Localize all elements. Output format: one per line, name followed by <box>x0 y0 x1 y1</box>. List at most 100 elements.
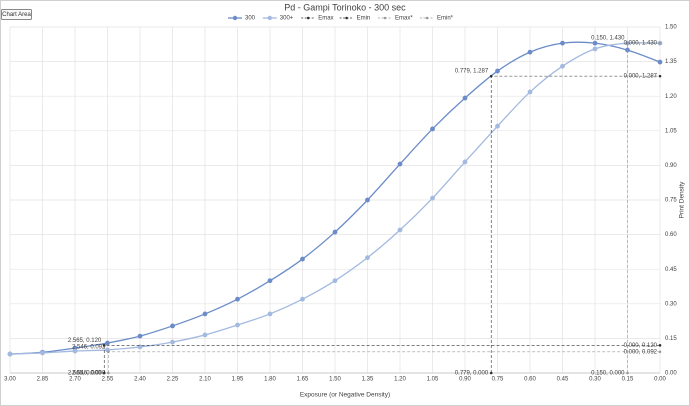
legend-label: 300+ <box>280 16 294 22</box>
marker <box>397 161 403 167</box>
marker <box>592 46 598 52</box>
marker <box>658 344 662 347</box>
x-tick-label: 2.10 <box>199 377 211 383</box>
marker <box>462 159 468 165</box>
x-tick-label: 2.85 <box>37 377 49 383</box>
legend-marker <box>425 16 429 20</box>
data-label: 0.779, 0.000 <box>455 371 489 377</box>
data-label: 0.000, 1.430 <box>624 41 658 47</box>
marker <box>235 322 240 328</box>
marker <box>560 63 565 69</box>
y-tick-label: 1.20 <box>665 94 677 100</box>
x-tick-label: 0.45 <box>557 377 569 383</box>
legend-label: Emax* <box>395 16 413 22</box>
marker <box>657 59 663 65</box>
tooltip-box <box>1 9 32 20</box>
marker <box>527 89 533 95</box>
marker <box>170 323 175 329</box>
legend-label: Emin* <box>437 16 454 22</box>
legend-marker <box>232 15 238 21</box>
marker <box>72 348 78 354</box>
marker <box>658 350 662 354</box>
legend-label: 300 <box>245 16 256 22</box>
x-tick-label: 0.60 <box>524 377 536 383</box>
y-tick-label: 1.50 <box>665 25 677 31</box>
data-label: 0.779, 1.287 <box>455 69 489 75</box>
y-tick-label: 1.35 <box>665 59 677 65</box>
marker <box>592 40 598 46</box>
data-label: 0.150, 0.000 <box>591 371 625 377</box>
tooltip: Chart Area <box>1 9 32 20</box>
marker <box>658 74 662 78</box>
marker <box>105 340 110 346</box>
marker <box>102 344 106 347</box>
x-axis-title: Exposure (or Negative Density) <box>300 392 390 399</box>
data-label: 0.000, 1.287 <box>624 74 658 80</box>
marker <box>489 371 493 375</box>
marker <box>365 255 370 261</box>
marker <box>397 227 403 233</box>
data-label: 2.565, 0.000 <box>68 371 102 377</box>
x-tick-label: 3.00 <box>4 377 16 383</box>
marker <box>489 74 493 78</box>
marker <box>102 371 106 375</box>
marker <box>137 333 143 339</box>
y-tick-label: 1.05 <box>665 128 677 134</box>
x-tick-label: 1.80 <box>264 377 276 383</box>
legend-marker <box>383 16 387 20</box>
data-label: 0.000, 0.120 <box>624 343 658 349</box>
x-tick-label: 0.90 <box>459 377 471 383</box>
marker <box>658 41 662 45</box>
x-tick-label: 1.35 <box>362 377 374 383</box>
x-tick-label: 0.00 <box>654 377 666 383</box>
x-tick-label: 1.50 <box>329 377 341 383</box>
y-tick-label: 0.30 <box>665 301 677 307</box>
marker <box>495 68 500 74</box>
y-tick-label: 0.60 <box>665 232 677 238</box>
y-tick-label: 0.90 <box>665 163 677 169</box>
y-tick-label: 0.75 <box>665 198 677 204</box>
marker <box>7 351 13 357</box>
marker <box>626 41 629 45</box>
x-tick-label: 0.75 <box>492 377 504 383</box>
data-label: 0.150, 1.430 <box>591 36 625 42</box>
legend-marker <box>267 15 272 21</box>
marker <box>495 123 500 129</box>
marker <box>40 350 45 356</box>
marker <box>202 332 208 338</box>
series-line <box>627 42 660 373</box>
marker <box>202 311 208 317</box>
x-tick-label: 2.25 <box>167 377 179 383</box>
x-tick-label: 1.05 <box>427 377 439 383</box>
legend-label: Emin <box>357 16 371 22</box>
y-axis-title: Print Density <box>679 181 686 219</box>
x-tick-label: 2.55 <box>102 377 114 383</box>
y-tick-label: 0.00 <box>665 371 677 377</box>
legend-marker <box>345 16 348 20</box>
x-tick-label: 1.65 <box>297 377 309 383</box>
marker <box>107 371 110 375</box>
x-tick-label: 2.40 <box>134 377 146 383</box>
marker <box>430 195 435 201</box>
x-tick-label: 0.30 <box>589 377 601 383</box>
marker <box>332 229 338 235</box>
marker <box>267 311 273 317</box>
tooltip-text: Chart Area <box>2 12 31 18</box>
marker <box>235 296 240 302</box>
y-tick-label: 0.45 <box>665 267 677 273</box>
marker <box>527 49 533 55</box>
data-label: 2.546, 0.092 <box>72 344 106 350</box>
data-label: 2.565, 0.120 <box>68 338 102 344</box>
marker <box>267 278 273 284</box>
legend-marker <box>306 16 310 20</box>
marker <box>170 339 175 345</box>
y-tick-label: 0.15 <box>665 336 677 342</box>
legend-label: Emax <box>318 16 333 22</box>
marker <box>137 344 143 350</box>
x-tick-label: 1.95 <box>232 377 244 383</box>
data-label: 2.546, 0.000 <box>72 371 106 377</box>
marker <box>332 278 338 284</box>
marker <box>560 40 565 46</box>
marker <box>430 126 435 132</box>
